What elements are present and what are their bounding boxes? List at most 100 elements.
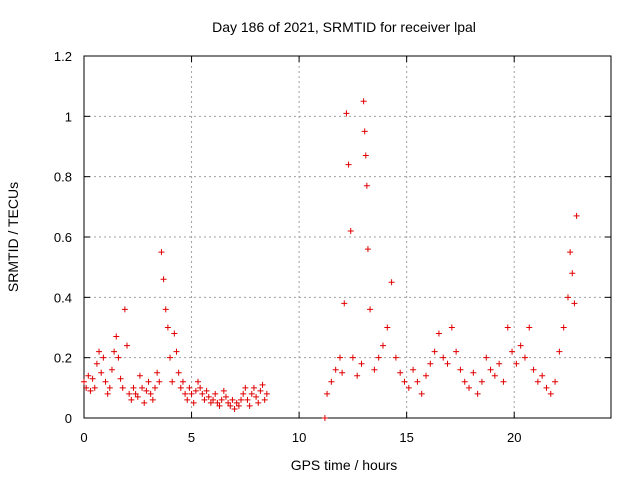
data-point [341,300,348,307]
data-point [521,354,528,361]
data-point [225,399,232,406]
data-point [248,390,255,397]
data-point [108,366,115,373]
data-point [100,354,107,361]
y-axis-label: SRMTID / TECUs [5,182,21,292]
data-point [128,396,135,403]
data-point [96,348,103,355]
y-tick-label: 1 [65,109,72,124]
data-point [203,387,210,394]
data-point [349,354,356,361]
data-point [567,249,574,256]
data-point [113,333,120,340]
data-point [517,342,524,349]
data-point [534,378,541,385]
data-point [487,366,494,373]
data-point [526,324,533,331]
data-point [354,372,361,379]
data-point [470,369,477,376]
data-point [250,384,257,391]
data-point [141,399,148,406]
data-point [500,378,507,385]
data-point [427,360,434,367]
data-point [547,390,554,397]
data-point [423,372,430,379]
data-point [147,390,154,397]
data-point [87,387,94,394]
data-point [231,405,238,412]
data-point [343,110,350,117]
y-tick-label: 0.2 [54,351,72,366]
data-point [167,354,174,361]
data-point [175,369,182,376]
data-point [339,369,346,376]
data-point [556,348,563,355]
data-point [384,324,391,331]
data-point [560,324,567,331]
data-point [233,399,240,406]
data-point [259,381,266,388]
x-tick-label: 15 [399,430,413,445]
data-point [242,384,249,391]
data-point [483,354,490,361]
x-axis-label: GPS time / hours [291,457,398,473]
data-point [190,399,197,406]
data-point [162,306,169,313]
data-point [124,342,131,349]
axis-ticks: 0 5 10 15 20 0 0.2 0.4 0.6 0.8 1 1.2 [54,49,611,445]
data-point [410,366,417,373]
data-point [93,360,100,367]
data-point [149,396,156,403]
data-point [81,378,87,385]
data-point [115,354,122,361]
data-point [435,330,442,337]
data-point [414,378,421,385]
plot-frame [83,55,612,419]
data-point [158,249,165,256]
data-point [106,384,113,391]
data-point [257,387,264,394]
data-point [448,324,455,331]
data-point [184,396,191,403]
data-point [171,330,178,337]
data-point [496,360,503,367]
data-point [491,372,498,379]
data-point [199,390,206,397]
data-point [367,306,374,313]
data-point [347,227,354,234]
data-point [358,360,365,367]
data-point [156,378,163,385]
data-point [573,212,580,219]
grid [84,56,611,418]
data-point [375,354,382,361]
data-point [210,396,217,403]
data-point [201,396,208,403]
data-point [130,384,137,391]
data-point [328,378,335,385]
data-point [139,384,146,391]
data-point [397,369,404,376]
data-point [151,384,158,391]
data-point [154,369,161,376]
data-point [504,324,511,331]
data-point [431,348,438,355]
data-point [222,393,229,400]
data-point [192,387,199,394]
y-tick-label: 0.8 [54,170,72,185]
data-point [229,396,236,403]
data-point [539,372,546,379]
data-point [478,378,485,385]
data-point [552,378,559,385]
data-point [145,378,152,385]
data-point [457,366,464,373]
y-tick-label: 0 [65,411,72,426]
data-point [261,396,268,403]
data-point [324,390,331,397]
data-point [188,390,195,397]
data-point [160,276,167,283]
data-point [255,399,262,406]
data-point [569,270,576,277]
data-point [143,387,150,394]
data-point [543,384,550,391]
data-point [466,384,473,391]
